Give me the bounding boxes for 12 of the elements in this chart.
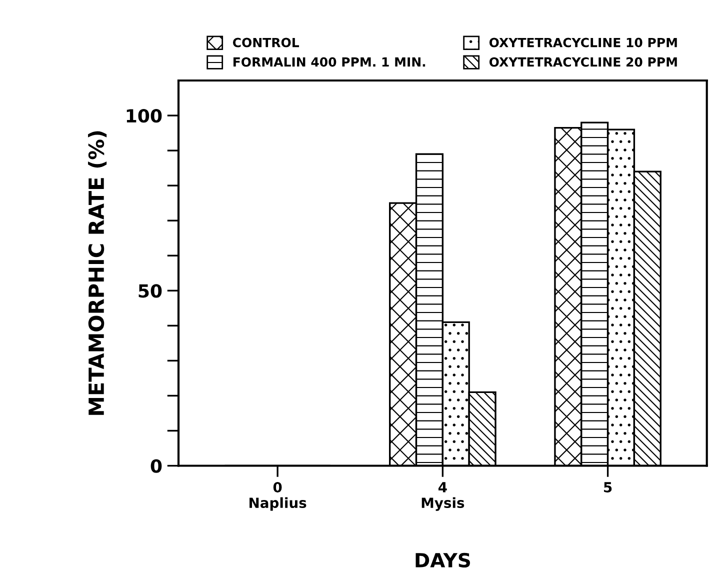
legend-label: CONTROL bbox=[232, 38, 300, 48]
legend-label: OXYTETRACYCLINE 20 PPM bbox=[489, 57, 677, 67]
y-tick-label: 0 bbox=[150, 459, 162, 473]
legend-label: OXYTETRACYCLINE 10 PPM bbox=[489, 38, 677, 48]
y-tick-label: 100 bbox=[126, 108, 162, 123]
x-tick-label: 0 Naplius bbox=[250, 482, 306, 511]
x-axis-title: DAYS bbox=[416, 552, 470, 568]
legend-label: FORMALIN 400 PPM. 1 MIN. bbox=[233, 57, 426, 67]
y-axis-title: METAMORPHIC RATE (%) bbox=[88, 131, 107, 415]
x-tick-label: 4 Mysis bbox=[422, 482, 464, 511]
y-tick-label: 50 bbox=[138, 284, 162, 298]
x-tick-label: 5 bbox=[604, 482, 612, 492]
